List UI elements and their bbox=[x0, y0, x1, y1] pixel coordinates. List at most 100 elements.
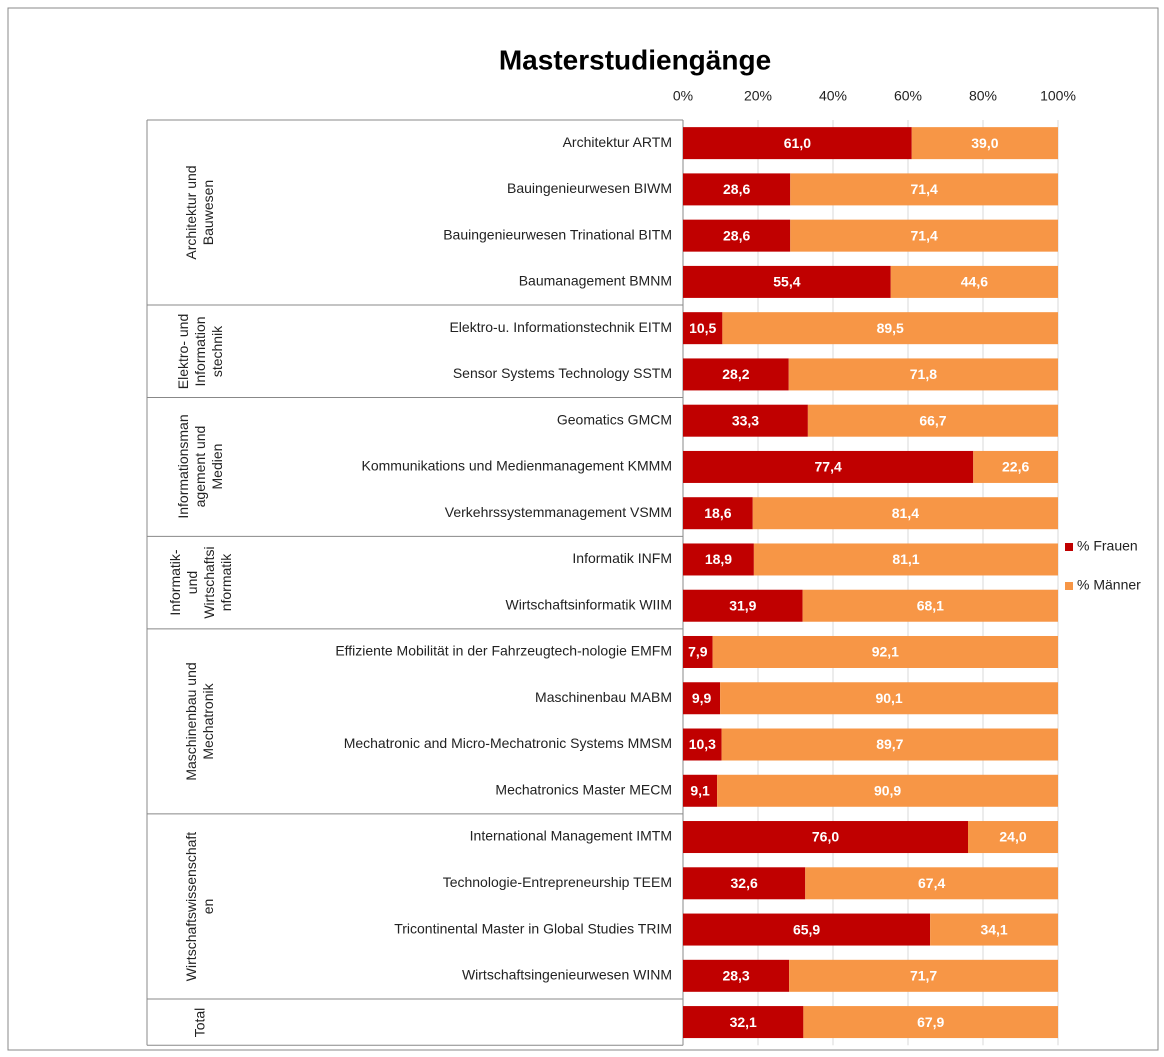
x-tick-label: 0% bbox=[673, 88, 693, 104]
group-label: Wirtschaftswissenschaft en bbox=[182, 831, 216, 982]
y-tick-label: Technologie-Entrepreneurship TEEM bbox=[443, 874, 672, 890]
bar-segment bbox=[721, 728, 1058, 761]
data-label: 81,1 bbox=[892, 551, 919, 567]
y-tick-label: Bauingenieurwesen BIWM bbox=[507, 180, 672, 196]
data-label: 71,8 bbox=[910, 366, 937, 382]
data-label: 31,9 bbox=[729, 597, 756, 613]
bar-segment bbox=[683, 682, 721, 715]
bar-segment bbox=[683, 635, 713, 668]
y-tick-label: Mechatronics Master MECM bbox=[495, 781, 672, 797]
y-tick-label: Informatik INFM bbox=[572, 550, 672, 566]
data-label: 44,6 bbox=[961, 274, 988, 290]
data-label: 10,3 bbox=[689, 736, 716, 752]
data-label: 33,3 bbox=[732, 412, 759, 428]
data-label: 22,6 bbox=[1002, 459, 1029, 475]
data-label: 90,9 bbox=[874, 782, 901, 798]
data-label: 7,9 bbox=[688, 644, 708, 660]
data-label: 68,1 bbox=[917, 597, 944, 613]
data-label: 28,2 bbox=[722, 366, 749, 382]
bar-segment bbox=[683, 312, 723, 345]
data-label: 9,1 bbox=[690, 782, 710, 798]
bar-segment bbox=[789, 959, 1058, 992]
bar-segment bbox=[968, 821, 1058, 854]
bar-segment bbox=[790, 219, 1058, 252]
bar-segment bbox=[752, 497, 1058, 530]
bar-segment bbox=[973, 450, 1058, 483]
data-label: 28,3 bbox=[722, 968, 749, 984]
group-label: Maschinenbau und Mechatronik bbox=[182, 662, 216, 781]
bar-segment bbox=[722, 312, 1058, 345]
legend-label: % Frauen bbox=[1077, 538, 1138, 554]
bar-segment bbox=[930, 913, 1058, 946]
bar-segment bbox=[683, 589, 803, 622]
y-tick-label: Architektur ARTM bbox=[563, 134, 672, 150]
data-label: 65,9 bbox=[793, 921, 820, 937]
x-tick-label: 20% bbox=[744, 88, 772, 104]
data-label: 77,4 bbox=[815, 459, 842, 475]
group-label: Architektur und Bauwesen bbox=[182, 165, 216, 260]
data-label: 61,0 bbox=[784, 135, 811, 151]
group-label: Total bbox=[191, 1007, 208, 1037]
y-tick-label: Verkehrssystemmanagement VSMM bbox=[445, 504, 672, 520]
bar-segment bbox=[788, 358, 1058, 391]
group-label: Informationsman agement und Medien bbox=[174, 414, 225, 520]
data-label: 28,6 bbox=[723, 227, 750, 243]
bar-segment bbox=[683, 1006, 804, 1039]
data-label: 89,5 bbox=[877, 320, 904, 336]
bar-segment bbox=[683, 913, 931, 946]
data-label: 67,4 bbox=[918, 875, 945, 891]
bar-segment bbox=[683, 821, 968, 854]
y-tick-label: Tricontinental Master in Global Studies … bbox=[394, 920, 672, 936]
x-tick-label: 80% bbox=[969, 88, 997, 104]
data-label: 71,7 bbox=[910, 968, 937, 984]
data-label: 90,1 bbox=[875, 690, 902, 706]
data-label: 81,4 bbox=[892, 505, 919, 521]
data-label: 18,9 bbox=[705, 551, 732, 567]
y-tick-label: Elektro-u. Informationstechnik EITM bbox=[449, 319, 672, 335]
data-label: 39,0 bbox=[971, 135, 998, 151]
data-label: 55,4 bbox=[773, 274, 800, 290]
y-tick-label: International Management IMTM bbox=[470, 828, 672, 844]
data-label: 67,9 bbox=[917, 1014, 944, 1030]
bar-segment bbox=[911, 127, 1058, 160]
bar-segment bbox=[683, 127, 912, 160]
x-tick-label: 60% bbox=[894, 88, 922, 104]
legend-swatch bbox=[1065, 582, 1073, 590]
chart-title: Masterstudiengänge bbox=[499, 44, 771, 75]
data-label: 76,0 bbox=[812, 829, 839, 845]
data-label: 34,1 bbox=[980, 921, 1007, 937]
bar-segment bbox=[805, 867, 1058, 900]
bar-segment bbox=[712, 635, 1058, 668]
y-tick-label: Geomatics GMCM bbox=[557, 411, 672, 427]
bar-segment bbox=[803, 1006, 1058, 1039]
data-label: 66,7 bbox=[919, 412, 946, 428]
y-tick-label: Baumanagement BMNM bbox=[519, 273, 672, 289]
y-tick-label: Wirtschaftsingenieurwesen WINM bbox=[462, 967, 672, 983]
legend-swatch bbox=[1065, 543, 1073, 551]
bar-segment bbox=[683, 497, 753, 530]
x-tick-label: 100% bbox=[1040, 88, 1076, 104]
bar-segment bbox=[790, 173, 1058, 206]
data-label: 32,1 bbox=[730, 1014, 757, 1030]
data-label: 18,6 bbox=[704, 505, 731, 521]
bar-segment bbox=[683, 543, 754, 576]
data-label: 89,7 bbox=[876, 736, 903, 752]
bar-segment bbox=[683, 450, 974, 483]
bar-segment bbox=[720, 682, 1058, 715]
bar-segment bbox=[807, 404, 1058, 437]
chart-border bbox=[7, 7, 1159, 1051]
y-tick-label: Bauingenieurwesen Trinational BITM bbox=[443, 226, 672, 242]
y-tick-label: Maschinenbau MABM bbox=[535, 689, 672, 705]
group-label: Elektro- und Information stechnik bbox=[174, 313, 225, 390]
y-tick-label: Wirtschaftsinformatik WIIM bbox=[506, 596, 672, 612]
data-label: 24,0 bbox=[999, 829, 1026, 845]
y-tick-label: Mechatronic and Micro-Mechatronic System… bbox=[344, 735, 672, 751]
data-label: 32,6 bbox=[731, 875, 758, 891]
bar-segment bbox=[802, 589, 1058, 622]
x-tick-label: 40% bbox=[819, 88, 847, 104]
data-label: 9,9 bbox=[692, 690, 712, 706]
data-label: 10,5 bbox=[689, 320, 716, 336]
data-label: 28,6 bbox=[723, 181, 750, 197]
